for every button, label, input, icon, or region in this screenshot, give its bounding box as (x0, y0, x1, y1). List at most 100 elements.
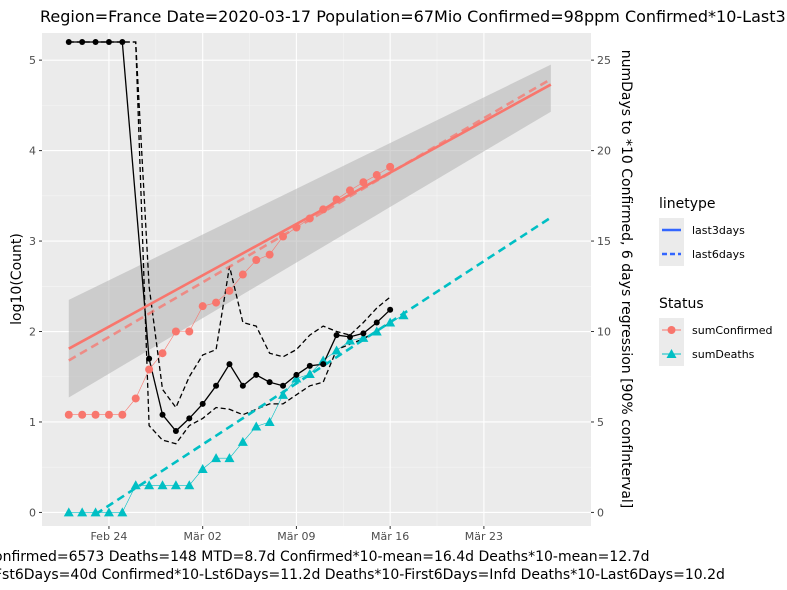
point-sumConfirmed (238, 270, 247, 279)
y2-tick-label: 5 (597, 416, 604, 429)
x-tick-label: Mär 09 (277, 530, 315, 543)
point-sumConfirmed (198, 302, 207, 311)
point-sumConfirmed (319, 205, 328, 214)
y2-tick-label: 15 (597, 235, 611, 248)
y2-tick-label: 20 (597, 145, 611, 158)
point-sumDeaths (398, 310, 409, 320)
point-sumDeaths (318, 355, 329, 365)
confidence-bands (68, 64, 551, 398)
x-tick-label: Mär 16 (371, 530, 409, 543)
point-sumConfirmed (118, 410, 127, 419)
point-sumConfirmed (212, 298, 221, 307)
point-daysToTenfold (266, 379, 273, 386)
legend-label-sumConfirmed: sumConfirmed (692, 324, 773, 337)
point-daysToTenfold (146, 355, 153, 362)
point-daysToTenfold (239, 382, 246, 389)
point-sumConfirmed (292, 223, 301, 232)
point-daysToTenfold (253, 371, 260, 378)
point-daysToTenfold (172, 428, 179, 435)
y2-axis-label: numDays to *10 Confirmed, 6 days regress… (618, 50, 634, 509)
y2-tick-label: 25 (597, 54, 611, 67)
point-daysToTenfold (360, 330, 367, 337)
point-daysToTenfold (105, 39, 112, 46)
point-sumConfirmed (359, 178, 368, 187)
caption-line-1: onfirmed=6573 Deaths=148 MTD=8.7d Confir… (0, 549, 649, 565)
point-sumConfirmed (104, 410, 113, 419)
point-daysToTenfold (119, 39, 126, 46)
y2-tick-label: 10 (597, 326, 611, 339)
y2-tick-label: 0 (597, 506, 604, 519)
legend-label-last3days: last3days (692, 224, 745, 237)
point-daysToTenfold (306, 362, 313, 369)
point-sumConfirmed (171, 327, 180, 336)
legend-key-marker-sumDeaths (666, 349, 677, 358)
series-points (63, 39, 409, 517)
legend-linetype-title: linetype (659, 196, 716, 212)
point-sumDeaths (278, 389, 289, 399)
point-daysToTenfold (333, 332, 340, 339)
point-sumConfirmed (145, 365, 154, 374)
legend-status-title: Status (659, 296, 704, 312)
y-tick-label: 0 (29, 506, 36, 519)
point-daysToTenfold (79, 39, 86, 46)
point-sumDeaths (251, 421, 262, 431)
y-tick-label: 3 (29, 235, 36, 248)
point-sumConfirmed (158, 349, 167, 358)
point-sumDeaths (63, 507, 74, 517)
point-sumDeaths (224, 453, 235, 463)
point-sumDeaths (358, 332, 369, 342)
point-sumConfirmed (131, 394, 140, 403)
legend-label-last6days: last6days (692, 248, 745, 261)
point-sumConfirmed (265, 250, 274, 259)
point-sumDeaths (130, 480, 141, 490)
point-sumConfirmed (185, 327, 194, 336)
point-sumConfirmed (305, 214, 314, 223)
point-sumDeaths (117, 507, 128, 517)
x-tick-label: Feb 24 (90, 530, 127, 543)
y-tick-label: 2 (29, 326, 36, 339)
x-tick-label: Mär 23 (465, 530, 503, 543)
point-sumDeaths (291, 373, 302, 383)
caption-line-2: Fst6Days=40d Confirmed*10-Lst6Days=11.2d… (0, 567, 725, 583)
point-sumDeaths (184, 480, 195, 490)
point-sumDeaths (197, 464, 208, 474)
point-sumDeaths (157, 480, 168, 490)
legend: linetype last3days last6days Status sumConfi… (659, 196, 773, 366)
point-sumConfirmed (78, 410, 87, 419)
point-daysToTenfold (373, 319, 380, 326)
point-daysToTenfold (65, 39, 72, 46)
y-tick-label: 4 (29, 145, 36, 158)
point-sumConfirmed (64, 410, 73, 419)
point-sumDeaths (144, 480, 155, 490)
point-daysToTenfold (320, 361, 327, 368)
point-sumDeaths (77, 507, 88, 517)
point-sumConfirmed (372, 171, 381, 180)
axes: Feb 24 Mär 02 Mär 09 Mär 16 Mär 23 0 1 2 3 4 5 0 5 10… (29, 54, 611, 543)
point-sumConfirmed (225, 286, 234, 295)
point-daysToTenfold (159, 411, 166, 418)
point-sumDeaths (371, 326, 382, 336)
legend-label-sumDeaths: sumDeaths (692, 348, 755, 361)
point-sumConfirmed (345, 186, 354, 195)
y-tick-label: 5 (29, 54, 36, 67)
point-daysToTenfold (186, 415, 193, 422)
point-sumConfirmed (332, 195, 341, 204)
point-sumDeaths (385, 317, 396, 327)
point-daysToTenfold (293, 371, 300, 378)
point-sumConfirmed (252, 256, 261, 265)
point-daysToTenfold (92, 39, 99, 46)
point-sumDeaths (90, 507, 101, 517)
y-axis-label: log10(Count) (9, 233, 25, 325)
point-sumDeaths (103, 507, 114, 517)
point-daysToTenfold (280, 382, 287, 389)
x-tick-label: Mär 02 (184, 530, 222, 543)
point-sumDeaths (237, 436, 248, 446)
point-sumDeaths (344, 335, 355, 345)
y-tick-label: 1 (29, 416, 36, 429)
point-daysToTenfold (387, 306, 394, 313)
legend-key-marker-sumConfirmed (667, 326, 676, 334)
point-sumConfirmed (386, 162, 395, 171)
point-sumDeaths (170, 480, 181, 490)
point-daysToTenfold (226, 361, 233, 368)
